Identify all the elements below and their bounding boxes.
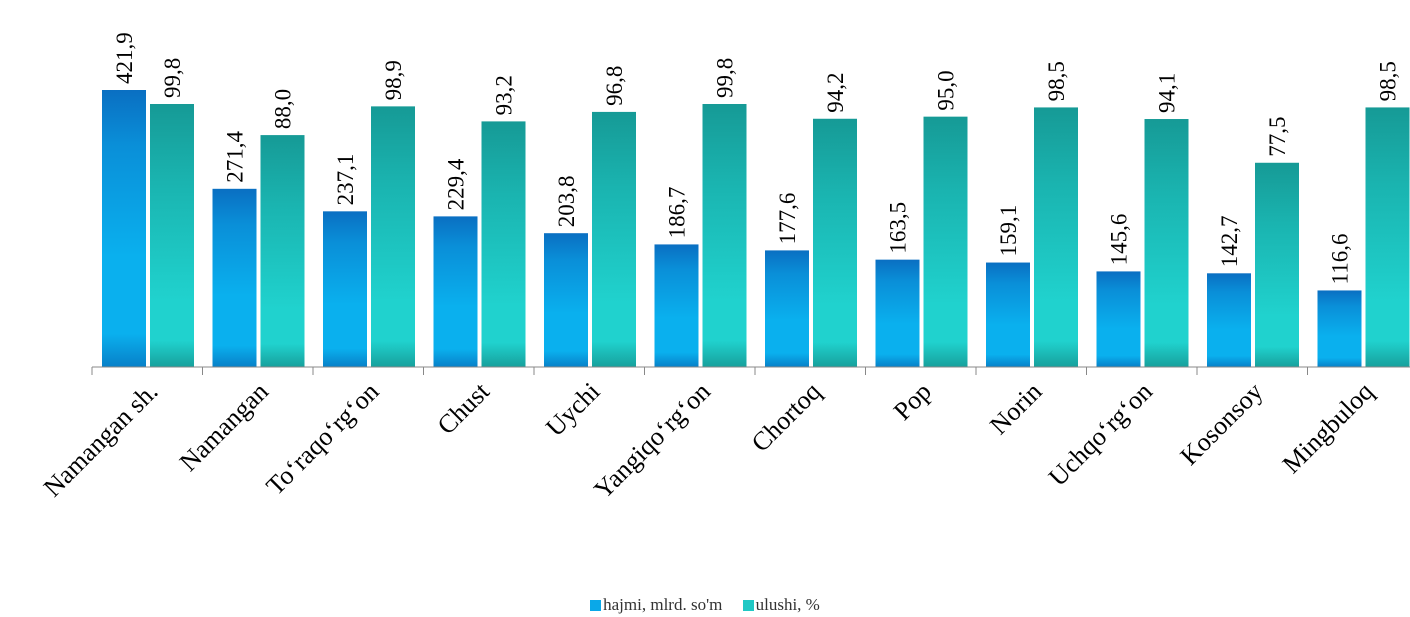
legend-swatch-icon	[742, 599, 754, 611]
bar-ulushi	[1144, 119, 1189, 367]
bar-hajmi	[986, 262, 1030, 367]
value-label-hajmi: 163,5	[886, 202, 911, 254]
bar-hajmi	[765, 250, 809, 367]
bar-ulushi	[260, 135, 305, 367]
bar-ulushi	[702, 104, 747, 367]
bar-ulushi	[813, 118, 857, 368]
x-tick-label: Yangiqo‘rg‘on	[588, 377, 716, 505]
x-tick-label: Norin	[984, 377, 1047, 440]
value-label-ulushi: 77,5	[1265, 117, 1290, 157]
bar-hajmi	[433, 216, 478, 367]
bar-ulushi	[371, 106, 415, 368]
legend-label: hajmi, mlrd. so'm	[603, 595, 723, 614]
value-label-hajmi: 145,6	[1107, 214, 1132, 266]
legend-swatch-icon	[590, 599, 602, 611]
bar-hajmi	[1207, 273, 1251, 367]
bar-ulushi	[1034, 107, 1078, 368]
value-label-hajmi: 421,9	[112, 32, 137, 84]
legend: hajmi, mlrd. so'm ulushi, %	[0, 595, 1410, 616]
value-label-hajmi: 271,4	[223, 131, 248, 183]
bar-ulushi	[481, 121, 526, 367]
x-tick-label: Uchqo‘rg‘on	[1043, 377, 1158, 492]
legend-item-hajmi[interactable]: hajmi, mlrd. so'm	[590, 595, 722, 615]
value-label-ulushi: 99,8	[713, 58, 738, 98]
value-label-hajmi: 116,6	[1328, 234, 1353, 285]
bar-ulushi	[923, 116, 968, 368]
x-tick-label: Namangan	[174, 377, 274, 477]
bar-chart: 421,9 99,8 Namangan sh. 271,4 88,0 Namangan 23…	[38, 32, 1410, 505]
value-label-ulushi: 93,2	[492, 75, 517, 115]
x-tick-label: To‘raqo‘rg‘on	[260, 377, 384, 501]
value-label-ulushi: 96,8	[602, 66, 627, 106]
bar-ulushi	[150, 104, 194, 367]
value-label-hajmi: 159,1	[996, 205, 1021, 257]
bar-hajmi	[102, 90, 146, 367]
x-tick-label: Namangan sh.	[38, 377, 164, 503]
value-label-ulushi: 98,5	[1044, 61, 1069, 101]
legend-item-ulushi[interactable]: ulushi, %	[742, 595, 820, 615]
bar-hajmi	[654, 244, 699, 367]
value-label-hajmi: 203,8	[554, 175, 579, 227]
bar-ulushi	[592, 111, 636, 367]
value-label-hajmi: 177,6	[775, 193, 800, 245]
value-label-ulushi: 94,2	[823, 73, 848, 113]
value-label-ulushi: 88,0	[271, 89, 296, 129]
bars-group	[102, 90, 1410, 368]
bar-hajmi	[544, 233, 588, 367]
x-tick-label: Pop	[888, 377, 937, 426]
x-tick-label: Chortoq	[746, 377, 827, 458]
x-tick-label: Chust	[432, 376, 496, 440]
bar-ulushi	[1365, 107, 1410, 368]
value-label-ulushi: 99,8	[160, 58, 185, 98]
bar-hajmi	[1317, 290, 1362, 367]
value-label-hajmi: 237,1	[333, 154, 358, 206]
x-tick-label: Mingbuloq	[1277, 377, 1379, 479]
bar-hajmi	[1096, 271, 1141, 367]
value-label-ulushi: 98,5	[1376, 61, 1401, 101]
bar-ulushi	[1255, 162, 1299, 367]
value-label-hajmi: 186,7	[665, 187, 690, 239]
value-label-hajmi: 229,4	[444, 158, 469, 210]
value-label-ulushi: 95,0	[934, 70, 959, 110]
legend-label: ulushi, %	[755, 595, 820, 614]
x-tick-label: Uychi	[540, 377, 605, 442]
value-label-hajmi: 142,7	[1217, 216, 1242, 268]
bar-hajmi	[875, 259, 920, 367]
value-label-ulushi: 98,9	[381, 60, 406, 100]
value-label-ulushi: 94,1	[1155, 73, 1180, 113]
x-tick-label: Kosonsoy	[1174, 377, 1268, 471]
bar-hajmi	[212, 188, 257, 367]
x-axis	[91, 366, 1410, 375]
bar-hajmi	[323, 211, 367, 367]
